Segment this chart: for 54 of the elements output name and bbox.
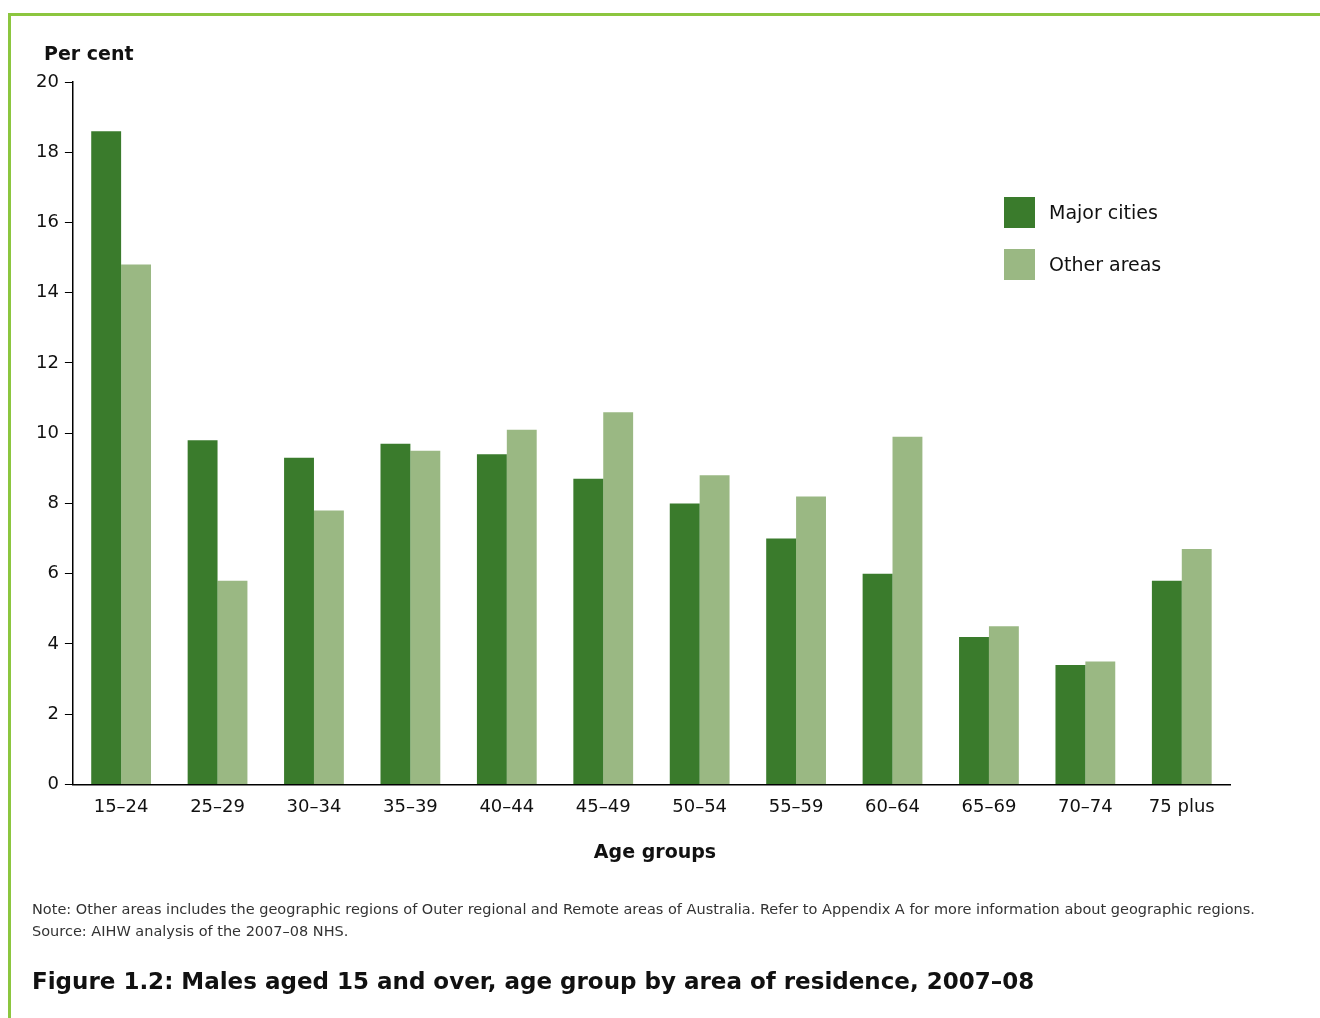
bar — [121, 264, 152, 784]
bar — [862, 573, 893, 784]
legend-label: Other areas — [1049, 253, 1162, 275]
x-tick-label: 65–69 — [961, 794, 1017, 816]
bar — [988, 626, 1019, 784]
bar — [476, 454, 507, 784]
bar — [669, 503, 700, 784]
y-tick-label: 18 — [36, 139, 59, 161]
y-tick-label: 0 — [47, 772, 59, 794]
bar — [1085, 661, 1116, 784]
x-tick-label: 75 plus — [1148, 794, 1215, 816]
text: Figure 1.2: Males aged 15 and over, age group by area of residence, 2007–08 — [32, 968, 1035, 994]
y-tick-label: 14 — [36, 280, 59, 302]
bar — [766, 538, 797, 784]
bar — [603, 412, 634, 784]
bar — [313, 510, 344, 784]
y-tick-label: 4 — [47, 631, 59, 653]
bar — [892, 436, 923, 784]
x-tick-label: 45–49 — [575, 794, 631, 816]
y-tick-label: 6 — [47, 561, 59, 583]
x-tick-label: 70–74 — [1057, 794, 1113, 816]
x-tick-label: 40–44 — [479, 794, 535, 816]
bar — [1181, 549, 1212, 784]
x-tick-label: 60–64 — [865, 794, 920, 816]
y-tick-label: 12 — [36, 350, 59, 372]
bar — [1151, 580, 1182, 784]
y-tick-label: 10 — [36, 420, 59, 442]
bar — [380, 443, 411, 784]
y-tick-label: 20 — [36, 69, 59, 91]
bar — [959, 636, 989, 784]
x-tick-label: 35–39 — [382, 794, 438, 816]
x-tick-label: 30–34 — [286, 794, 342, 816]
x-tick-label: 50–54 — [672, 794, 728, 816]
bar — [217, 580, 248, 784]
x-tick-label: 15–24 — [93, 794, 149, 816]
x-tick-label: 25–29 — [190, 794, 245, 816]
y-tick-label: 16 — [36, 210, 59, 232]
source-note: Source: AIHW analysis of the 2007–08 NHS. — [32, 922, 350, 941]
y-tick-label: 2 — [47, 701, 59, 723]
bar — [796, 496, 826, 784]
x-tick-label: 55–59 — [768, 794, 824, 816]
bar — [573, 478, 604, 784]
y-axis-title: Per cent — [44, 42, 134, 64]
bar — [91, 131, 122, 784]
bar — [699, 475, 730, 784]
bar — [187, 440, 218, 784]
bar — [284, 457, 314, 784]
bar — [1055, 664, 1086, 784]
bar — [410, 450, 441, 784]
y-tick-label: 8 — [47, 491, 59, 513]
text: Note: Other areas includes the geographic regions of Outer regional and Remote areas of Australia. Refer to Appendix A for more information about geographic regions. — [32, 900, 1255, 919]
legend-label: Major cities — [1049, 201, 1158, 223]
x-axis-title: Age groups — [592, 840, 718, 862]
bar — [506, 429, 537, 784]
